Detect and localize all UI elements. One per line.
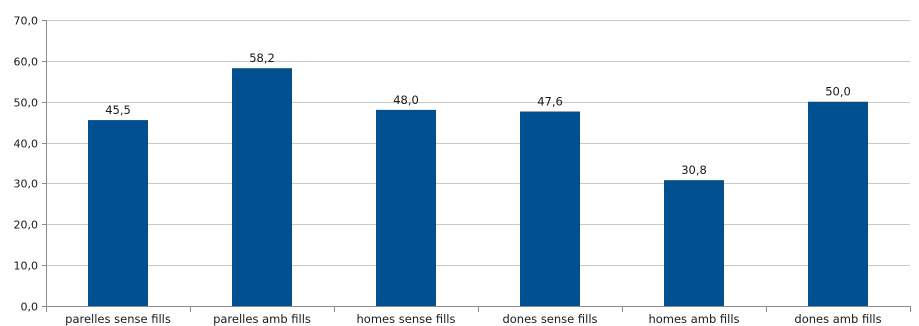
y-tick-label: 10,0 [14, 260, 39, 273]
x-tick-label: parelles amb fills [213, 312, 311, 326]
bar [232, 68, 292, 306]
bar [808, 101, 868, 306]
data-label: 47,6 [537, 95, 563, 109]
bars [88, 68, 868, 307]
y-tick-label: 60,0 [14, 56, 39, 69]
y-tick-label: 70,0 [14, 15, 39, 28]
y-tick-label: 30,0 [14, 178, 39, 191]
x-tick-label: parelles sense fills [65, 312, 171, 326]
x-tick-label: homes sense fills [357, 312, 456, 326]
gridlines [46, 20, 910, 266]
data-labels: 45,5 58,2 48,0 47,6 30,8 50,0 [105, 51, 851, 177]
x-tick-label: dones amb fills [794, 312, 881, 326]
y-tick-label: 40,0 [14, 138, 39, 151]
x-axis: parelles sense fills parelles amb fills ho… [46, 306, 911, 326]
data-label: 30,8 [681, 163, 707, 177]
data-label: 48,0 [393, 93, 419, 107]
bar [520, 111, 580, 307]
x-tick-label: homes amb fills [648, 312, 739, 326]
bar [664, 180, 724, 306]
y-tick-label: 0,0 [21, 301, 39, 314]
data-label: 50,0 [825, 85, 851, 99]
bar [88, 120, 148, 306]
x-tick-label: dones sense fills [502, 312, 597, 326]
data-label: 58,2 [249, 51, 275, 65]
y-tick-label: 20,0 [14, 219, 39, 232]
y-tick-label: 50,0 [14, 97, 39, 110]
bar [376, 109, 436, 306]
y-axis: 0,0 10,0 20,0 30,0 40,0 50,0 60,0 70,0 [14, 15, 47, 314]
data-label: 45,5 [105, 103, 131, 117]
